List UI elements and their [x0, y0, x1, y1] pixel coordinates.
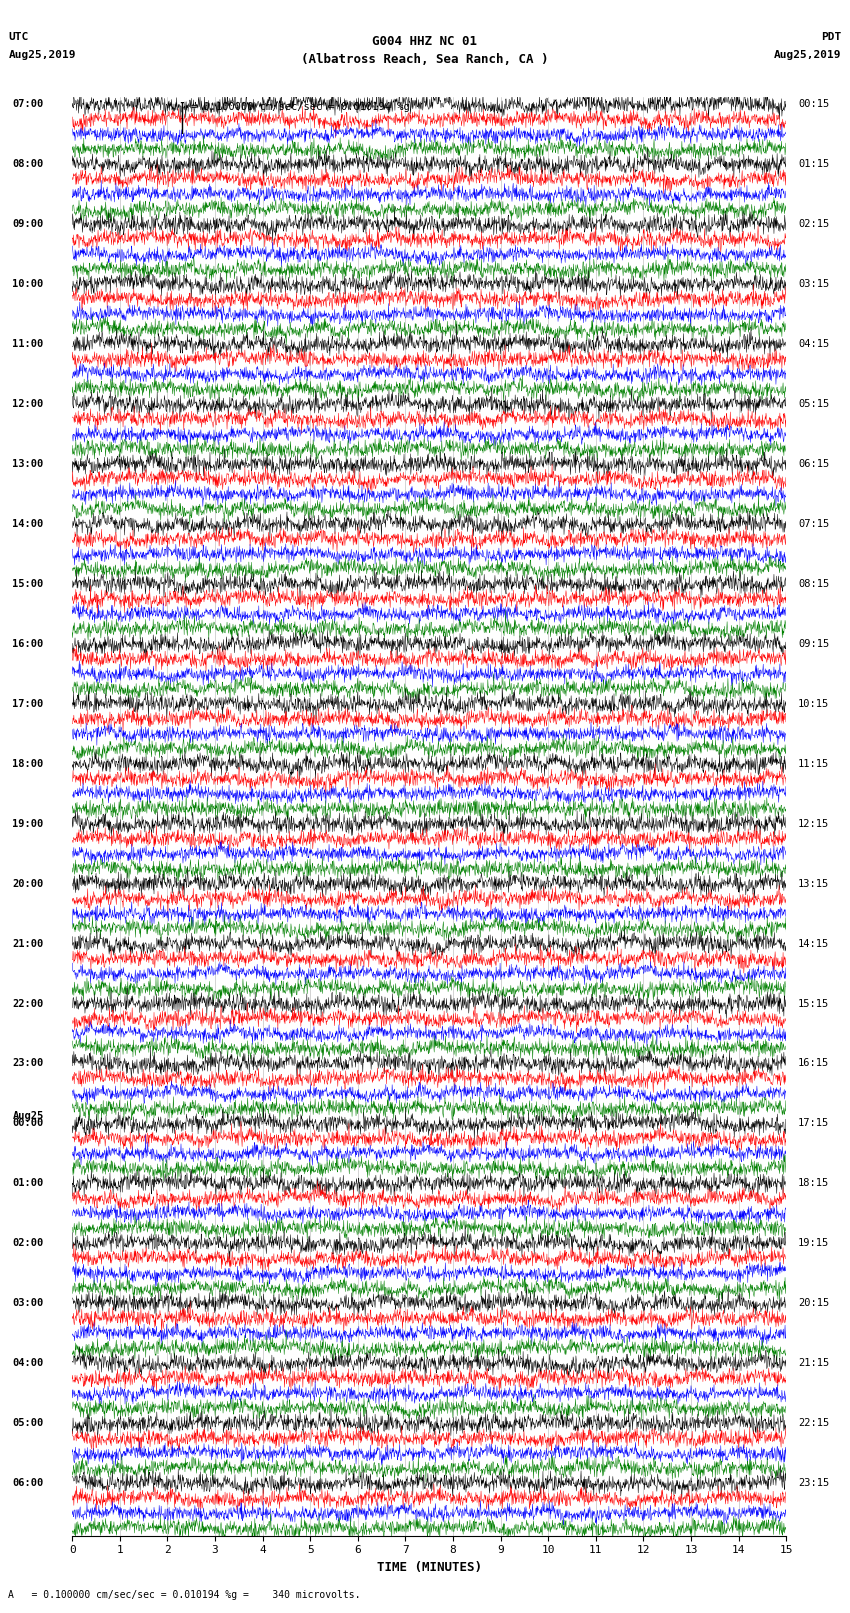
Text: 06:15: 06:15 — [798, 460, 830, 469]
Text: 09:00: 09:00 — [13, 219, 43, 229]
Text: 10:00: 10:00 — [13, 279, 43, 289]
X-axis label: TIME (MINUTES): TIME (MINUTES) — [377, 1561, 482, 1574]
Text: 02:00: 02:00 — [13, 1239, 43, 1248]
Text: G004 HHZ NC 01: G004 HHZ NC 01 — [372, 35, 478, 48]
Text: Aug25,2019: Aug25,2019 — [774, 50, 842, 60]
Text: UTC: UTC — [8, 32, 29, 42]
Text: 11:15: 11:15 — [798, 758, 830, 769]
Text: 04:00: 04:00 — [13, 1358, 43, 1368]
Text: 07:15: 07:15 — [798, 519, 830, 529]
Text: 18:00: 18:00 — [13, 758, 43, 769]
Text: 18:15: 18:15 — [798, 1179, 830, 1189]
Text: 19:00: 19:00 — [13, 819, 43, 829]
Text: 20:00: 20:00 — [13, 879, 43, 889]
Text: 16:15: 16:15 — [798, 1058, 830, 1068]
Text: A   = 0.100000 cm/sec/sec = 0.010194 %g =    340 microvolts.: A = 0.100000 cm/sec/sec = 0.010194 %g = … — [8, 1590, 361, 1600]
Text: 03:15: 03:15 — [798, 279, 830, 289]
Text: 23:00: 23:00 — [13, 1058, 43, 1068]
Text: 13:15: 13:15 — [798, 879, 830, 889]
Text: 09:15: 09:15 — [798, 639, 830, 648]
Text: 02:15: 02:15 — [798, 219, 830, 229]
Text: 14:15: 14:15 — [798, 939, 830, 948]
Text: 22:15: 22:15 — [798, 1418, 830, 1428]
Text: 11:00: 11:00 — [13, 339, 43, 348]
Text: 13:00: 13:00 — [13, 460, 43, 469]
Text: 21:00: 21:00 — [13, 939, 43, 948]
Text: = 0.100000 cm/sec/sec = 0.010194 %g: = 0.100000 cm/sec/sec = 0.010194 %g — [191, 102, 410, 111]
Text: 17:15: 17:15 — [798, 1118, 830, 1129]
Text: 07:00: 07:00 — [13, 100, 43, 110]
Text: 10:15: 10:15 — [798, 698, 830, 708]
Text: (Albatross Reach, Sea Ranch, CA ): (Albatross Reach, Sea Ranch, CA ) — [301, 53, 549, 66]
Text: Aug25,2019: Aug25,2019 — [8, 50, 76, 60]
Text: 08:00: 08:00 — [13, 160, 43, 169]
Text: 12:00: 12:00 — [13, 398, 43, 410]
Text: 08:15: 08:15 — [798, 579, 830, 589]
Text: 01:00: 01:00 — [13, 1179, 43, 1189]
Text: 05:00: 05:00 — [13, 1418, 43, 1428]
Text: 00:00: 00:00 — [13, 1118, 43, 1129]
Text: 14:00: 14:00 — [13, 519, 43, 529]
Text: 16:00: 16:00 — [13, 639, 43, 648]
Text: 17:00: 17:00 — [13, 698, 43, 708]
Text: 22:00: 22:00 — [13, 998, 43, 1008]
Text: 05:15: 05:15 — [798, 398, 830, 410]
Text: 04:15: 04:15 — [798, 339, 830, 348]
Text: 21:15: 21:15 — [798, 1358, 830, 1368]
Text: 01:15: 01:15 — [798, 160, 830, 169]
Text: 20:15: 20:15 — [798, 1298, 830, 1308]
Text: 03:00: 03:00 — [13, 1298, 43, 1308]
Text: 15:00: 15:00 — [13, 579, 43, 589]
Text: 19:15: 19:15 — [798, 1239, 830, 1248]
Text: 15:15: 15:15 — [798, 998, 830, 1008]
Text: 23:15: 23:15 — [798, 1478, 830, 1489]
Text: 12:15: 12:15 — [798, 819, 830, 829]
Text: 00:15: 00:15 — [798, 100, 830, 110]
Text: PDT: PDT — [821, 32, 842, 42]
Text: Aug25: Aug25 — [13, 1111, 43, 1121]
Text: 06:00: 06:00 — [13, 1478, 43, 1489]
